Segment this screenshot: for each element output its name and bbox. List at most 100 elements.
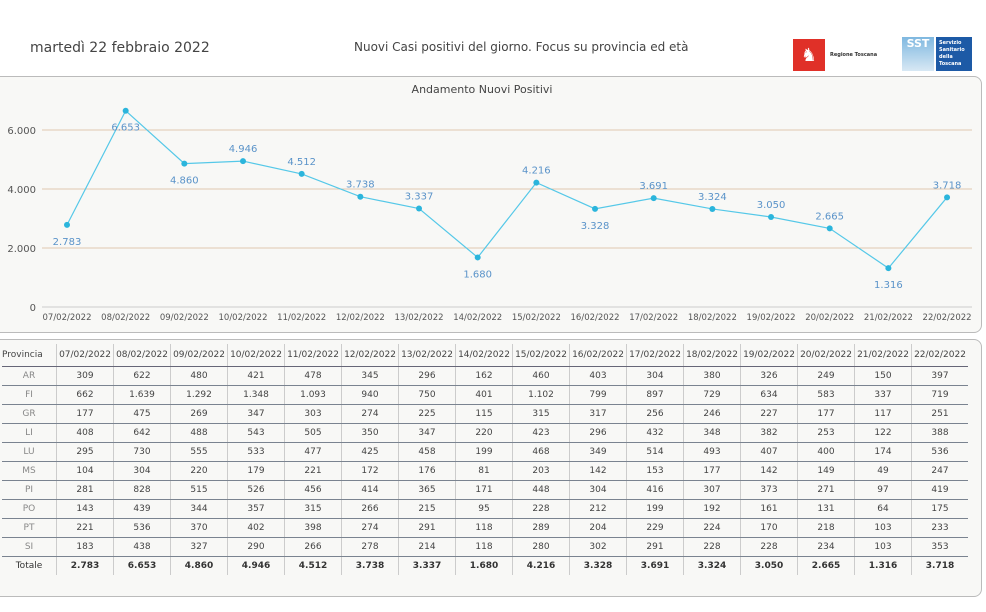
table-cell: 2.665 — [797, 556, 855, 575]
table-cell: 315 — [284, 499, 342, 519]
table-cell: 421 — [227, 366, 285, 386]
table-cell: 357 — [227, 499, 285, 519]
x-tick-label: 16/02/2022 — [571, 313, 620, 323]
table-cell: 49 — [854, 461, 912, 481]
table-cell: 203 — [512, 461, 570, 481]
province-table: Provincia 07/02/2022 08/02/2022 09/02/2022 1… — [2, 344, 968, 575]
table-cell: 171 — [455, 480, 513, 500]
x-tick-label: 12/02/2022 — [336, 313, 385, 323]
y-tick-label: 4.000 — [7, 185, 36, 196]
sst-logo: SST Servizio Sanitario della Toscana — [902, 37, 972, 71]
table-cell: 2.783 — [56, 556, 114, 575]
data-label: 3.738 — [346, 180, 375, 191]
series-line — [66, 109, 948, 269]
data-label: 4.216 — [522, 166, 551, 177]
table-cell: 291 — [626, 537, 684, 557]
table-cell: 295 — [56, 442, 114, 462]
table-cell: 233 — [911, 518, 968, 538]
table-cell: 95 — [455, 499, 513, 519]
table-cell: 214 — [398, 537, 456, 557]
table-cell: 249 — [797, 366, 855, 386]
table-cell: 526 — [227, 480, 285, 500]
table-cell: 118 — [455, 518, 513, 538]
table-cell: 81 — [455, 461, 513, 481]
table-row: SI 183 438 327 290 266 278 214 118 280 302 291 228 22… — [2, 537, 968, 557]
table-cell: 345 — [341, 366, 399, 386]
table-cell: 234 — [797, 537, 855, 557]
table-cell: 162 — [455, 366, 513, 386]
table-cell: 227 — [740, 404, 798, 424]
table-cell: 347 — [227, 404, 285, 424]
table-cell: 408 — [56, 423, 114, 443]
table-cell: 536 — [911, 442, 968, 462]
table-cell: 456 — [284, 480, 342, 500]
data-label: 1.316 — [874, 280, 903, 291]
column-header-date: 16/02/2022 — [569, 344, 627, 367]
table-cell: 543 — [227, 423, 285, 443]
data-label: 3.324 — [698, 192, 727, 203]
table-row: PI 281 828 515 526 456 414 365 171 448 304 416 307 37… — [2, 480, 968, 500]
table-cell: 199 — [455, 442, 513, 462]
chart-title: Andamento Nuovi Positivi — [412, 83, 553, 96]
x-tick-label: 17/02/2022 — [629, 313, 678, 323]
column-header-provincia: Provincia — [2, 344, 57, 367]
data-point — [592, 205, 599, 212]
table-cell: 229 — [626, 518, 684, 538]
table-cell: 4.946 — [227, 556, 285, 575]
table-cell: 246 — [683, 404, 741, 424]
table-cell: 4.216 — [512, 556, 570, 575]
table-cell: 212 — [569, 499, 627, 519]
table-cell: 104 — [56, 461, 114, 481]
table-cell: 220 — [455, 423, 513, 443]
table-cell: 400 — [797, 442, 855, 462]
table-cell: 1.093 — [284, 385, 342, 405]
table-cell: 161 — [740, 499, 798, 519]
table-cell: 274 — [341, 518, 399, 538]
column-header-date: 09/02/2022 — [170, 344, 228, 367]
table-cell: 536 — [113, 518, 171, 538]
table-cell: 347 — [398, 423, 456, 443]
column-header-date: 14/02/2022 — [455, 344, 513, 367]
table-cell: 179 — [227, 461, 285, 481]
table-cell: 1.639 — [113, 385, 171, 405]
table-cell: 251 — [911, 404, 968, 424]
x-tick-label: 07/02/2022 — [43, 313, 92, 323]
table-cell: 662 — [56, 385, 114, 405]
table-cell: 458 — [398, 442, 456, 462]
table-cell: 177 — [797, 404, 855, 424]
table-cell: 555 — [170, 442, 228, 462]
table-cell: 634 — [740, 385, 798, 405]
data-label: 4.946 — [229, 144, 258, 155]
column-header-date: 21/02/2022 — [854, 344, 912, 367]
table-cell: 253 — [797, 423, 855, 443]
row-label: FI — [2, 385, 57, 405]
table-cell: 3.324 — [683, 556, 741, 575]
table-cell: 177 — [56, 404, 114, 424]
table-cell: 1.102 — [512, 385, 570, 405]
table-cell: 256 — [626, 404, 684, 424]
table-cell: 192 — [683, 499, 741, 519]
column-header-date: 18/02/2022 — [683, 344, 741, 367]
table-cell: 401 — [455, 385, 513, 405]
table-cell: 290 — [227, 537, 285, 557]
table-cell: 326 — [740, 366, 798, 386]
data-point — [533, 179, 540, 186]
table-cell: 6.653 — [113, 556, 171, 575]
table-cell: 142 — [740, 461, 798, 481]
table-cell: 97 — [854, 480, 912, 500]
data-point — [944, 194, 951, 201]
table-row: FI 662 1.639 1.292 1.348 1.093 940 750 401 1.102 7… — [2, 385, 968, 405]
x-tick-label: 08/02/2022 — [101, 313, 150, 323]
table-cell: 247 — [911, 461, 968, 481]
x-tick-label: 14/02/2022 — [453, 313, 502, 323]
table-cell: 416 — [626, 480, 684, 500]
sst-mark: SST — [902, 37, 934, 71]
table-cell: 291 — [398, 518, 456, 538]
data-label: 3.337 — [405, 192, 434, 203]
table-cell: 493 — [683, 442, 741, 462]
table-cell: 131 — [797, 499, 855, 519]
y-tick-label: 2.000 — [7, 244, 36, 255]
table-cell: 215 — [398, 499, 456, 519]
table-cell: 729 — [683, 385, 741, 405]
table-cell: 475 — [113, 404, 171, 424]
